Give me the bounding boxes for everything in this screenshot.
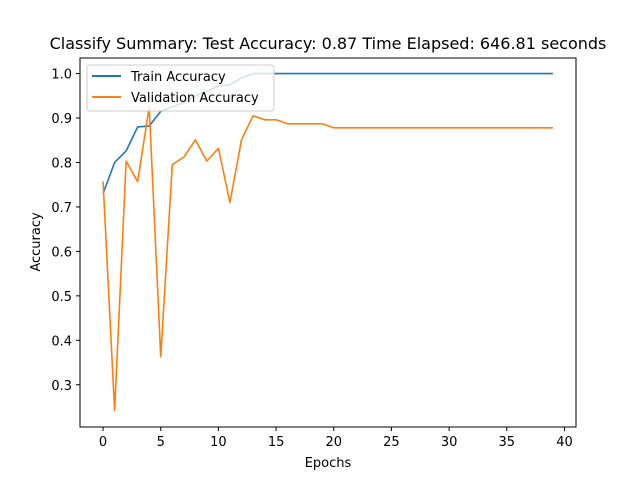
legend-label-validation: Validation Accuracy — [131, 91, 259, 106]
y-tick-label: 0.8 — [51, 156, 72, 171]
series-layer — [102, 72, 553, 412]
x-axis-label: Epochs — [305, 456, 352, 471]
y-tick-label: 1.0 — [51, 68, 72, 83]
y-tick-label: 0.6 — [51, 245, 72, 260]
x-tick-label: 20 — [325, 435, 342, 450]
plot-area — [79, 57, 577, 428]
y-tick-label: 0.4 — [51, 334, 72, 349]
y-axis-label: Accuracy — [29, 212, 44, 272]
plot-frame — [79, 57, 577, 428]
series-line-validation — [102, 106, 553, 412]
y-tick-label: 0.5 — [51, 290, 72, 305]
x-tick-label: 25 — [383, 435, 400, 450]
legend: Train Accuracy Validation Accuracy — [86, 64, 275, 112]
x-tick-label: 40 — [556, 435, 573, 450]
y-axis-ticks: 0.3 0.4 0.5 0.6 0.7 0.8 0.9 1.0 — [51, 68, 80, 394]
x-tick-label: 35 — [499, 435, 516, 450]
legend-box — [86, 64, 275, 112]
x-tick-label: 10 — [210, 435, 227, 450]
x-axis-ticks: 0 5 10 15 20 25 30 35 40 — [99, 427, 573, 450]
y-tick-label: 0.3 — [51, 379, 72, 394]
x-tick-label: 0 — [99, 435, 107, 450]
x-tick-label: 30 — [441, 435, 458, 450]
x-tick-label: 15 — [268, 435, 285, 450]
y-tick-label: 0.9 — [51, 112, 72, 127]
x-tick-label: 5 — [157, 435, 165, 450]
y-tick-label: 0.7 — [51, 201, 72, 216]
chart-title: Classify Summary: Test Accuracy: 0.87 Ti… — [50, 34, 607, 53]
legend-label-train: Train Accuracy — [130, 70, 226, 85]
